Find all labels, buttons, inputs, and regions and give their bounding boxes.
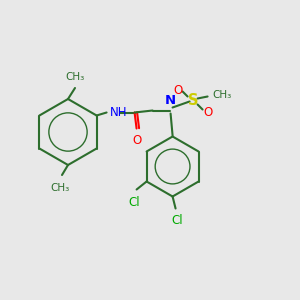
Text: N: N [165,94,176,107]
Text: O: O [173,84,182,97]
Text: O: O [203,106,212,119]
Text: Cl: Cl [172,214,183,226]
Text: Cl: Cl [129,196,140,208]
Text: CH₃: CH₃ [50,183,70,193]
Text: S: S [188,93,199,108]
Text: O: O [132,134,141,146]
Text: CH₃: CH₃ [213,91,232,100]
Text: CH₃: CH₃ [65,72,85,82]
Text: NH: NH [110,106,127,119]
